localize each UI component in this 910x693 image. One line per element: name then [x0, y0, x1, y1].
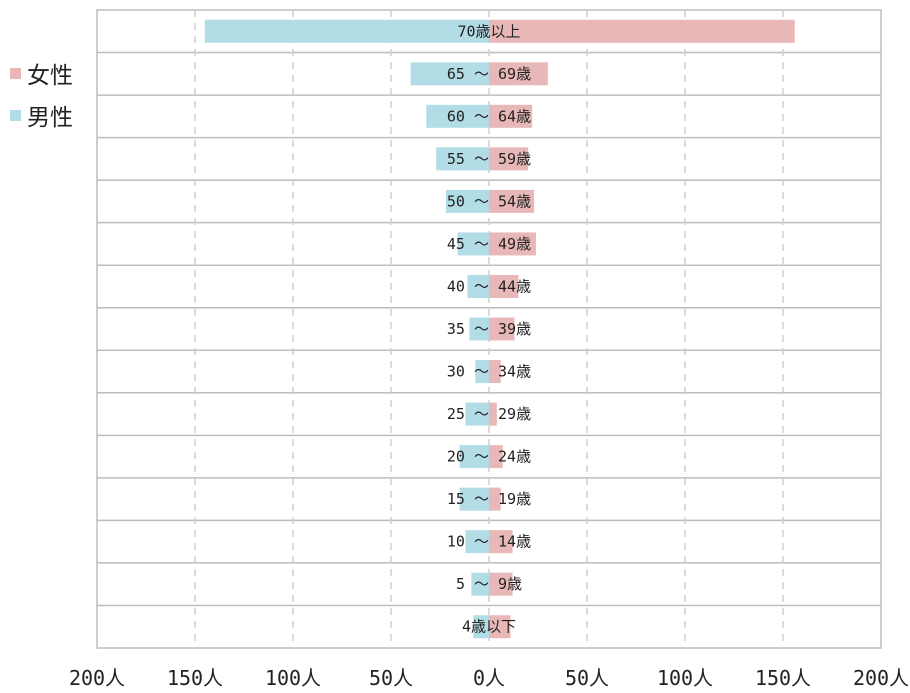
legend-item-female: 女性: [10, 52, 73, 94]
bar-female: [489, 317, 515, 341]
x-tick-layer: 200人 150人 100人 50人 0人 50人 100人 150人 200人: [69, 666, 909, 690]
bar-male: [204, 19, 490, 43]
bar-female: [489, 615, 511, 639]
bar-female: [489, 360, 501, 384]
category-label: 55 ～ 59歳: [447, 150, 531, 168]
category-label: 50 ～ 54歳: [447, 192, 531, 210]
bar-female: [489, 104, 533, 128]
category-label: 15 ～ 19歳: [447, 490, 531, 508]
x-tick-label: 150人: [755, 666, 811, 690]
bar-male: [475, 360, 489, 384]
bar-male: [469, 317, 489, 341]
legend-swatch-male: [10, 109, 21, 121]
bar-male: [459, 445, 489, 469]
category-label: 10 ～ 14歳: [447, 533, 531, 551]
x-tick-label: 100人: [657, 666, 713, 690]
bar-female: [489, 445, 503, 469]
bar-layer: [204, 19, 795, 639]
category-label: 45 ～ 49歳: [447, 235, 531, 253]
x-tick-label: 150人: [167, 666, 223, 690]
bar-male: [436, 147, 489, 171]
legend: 女性 男性: [10, 52, 73, 136]
bar-female: [489, 232, 537, 256]
x-tick-label: 200人: [69, 666, 125, 690]
bar-female: [489, 274, 519, 298]
category-label: 70歳以上: [457, 22, 520, 40]
bar-male: [426, 104, 489, 128]
bar-male: [473, 615, 489, 639]
bar-female: [489, 147, 529, 171]
bar-male: [457, 232, 489, 256]
category-label: 35 ～ 39歳: [447, 320, 531, 338]
legend-swatch-female: [10, 67, 21, 79]
category-label: 25 ～ 29歳: [447, 405, 531, 423]
legend-label-male: 男性: [27, 105, 73, 131]
category-label: 65 ～ 69歳: [447, 65, 531, 83]
legend-label-female: 女性: [27, 63, 73, 89]
bar-male: [471, 572, 489, 596]
category-label: 20 ～ 24歳: [447, 448, 531, 466]
x-tick-label: 0人: [473, 666, 505, 690]
category-label-layer: 70歳以上 65 ～ 69歳 60 ～ 64歳 55 ～ 59歳 50 ～ 54歳 45 …: [447, 22, 531, 635]
category-label: 30 ～ 34歳: [447, 363, 531, 381]
bar-female: [489, 62, 548, 86]
x-tick-label: 50人: [369, 666, 413, 690]
category-label: 4歳以下: [462, 618, 516, 636]
category-label: 40 ～ 44歳: [447, 277, 531, 295]
bar-male: [410, 62, 489, 86]
bar-male: [445, 189, 489, 213]
x-tick-label: 200人: [853, 666, 909, 690]
bar-male: [465, 402, 489, 426]
bar-male: [467, 274, 489, 298]
bar-female: [489, 572, 513, 596]
x-tick-label: 50人: [565, 666, 609, 690]
bar-female: [489, 19, 795, 43]
bar-male: [465, 530, 489, 554]
category-label: 60 ～ 64歳: [447, 107, 531, 125]
category-label: 5 ～ 9歳: [456, 575, 522, 593]
x-tick-label: 100人: [265, 666, 321, 690]
bar-female: [489, 189, 535, 213]
bar-male: [459, 487, 489, 511]
bar-female: [489, 487, 501, 511]
bar-female: [489, 402, 497, 426]
legend-item-male: 男性: [10, 94, 73, 136]
bar-female: [489, 530, 513, 554]
